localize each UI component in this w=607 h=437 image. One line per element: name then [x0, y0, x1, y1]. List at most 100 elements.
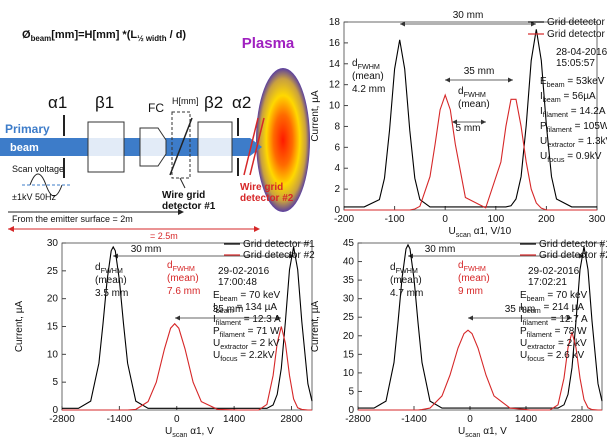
- detector-label: Wire grid: [162, 190, 205, 201]
- parameter-part: U: [213, 350, 220, 361]
- x-axis-label-part: scan: [172, 430, 187, 437]
- parameter: Ibeam = 134 µA: [213, 302, 277, 315]
- x-tick-label: 1400: [515, 414, 538, 425]
- annotation-part: 3.5 mm: [95, 288, 128, 299]
- annotation-part: 35 mm: [213, 304, 244, 315]
- lens-box: [197, 121, 233, 173]
- parameter-part: I: [520, 302, 523, 313]
- parameter-part: filament: [527, 330, 552, 339]
- formula-part: Ø: [22, 29, 31, 41]
- parameter-part: U: [520, 350, 527, 361]
- annotation-part: 9 mm: [458, 286, 483, 297]
- y-tick-label: 0: [334, 205, 340, 216]
- series-line: [358, 243, 603, 409]
- y-tick-label: 18: [329, 17, 341, 28]
- wire-grid-2: [249, 117, 265, 176]
- parameter-part: = 2 kV: [555, 338, 587, 349]
- parameter-part: = 78 W: [552, 326, 587, 337]
- distance-label: = 2.5m: [150, 231, 178, 241]
- parameter-part: = 0.9kV: [564, 151, 601, 162]
- parameter-part: U: [520, 338, 527, 349]
- arrow-head: [579, 253, 584, 259]
- parameter-part: filament: [523, 318, 548, 327]
- parameter-part: extractor: [547, 140, 576, 149]
- parameter: Ifilament = 12.7 A: [520, 314, 588, 327]
- parameter-part: = 70 keV: [238, 290, 281, 301]
- y-tick-label: 30: [343, 294, 355, 305]
- series-line: [344, 29, 597, 208]
- annotation: dFWHM: [458, 86, 486, 99]
- y-axis-label: Current, µA: [14, 301, 25, 353]
- annotation-part: FWHM: [101, 266, 123, 275]
- parameter-part: I: [540, 91, 543, 102]
- parameter: Uextractor = 1.3kV: [540, 136, 607, 149]
- beta1-label: β1: [95, 93, 114, 112]
- parameter-part: beam: [216, 306, 234, 315]
- parameter-part: I: [213, 314, 216, 325]
- x-axis-label-part: scan: [465, 430, 480, 437]
- y-tick-label: 35: [343, 275, 355, 286]
- parameter-part: = 56µA: [561, 91, 596, 102]
- series-line: [344, 93, 597, 211]
- parameter-part: P: [520, 326, 527, 337]
- annotation-part: (mean): [167, 273, 199, 284]
- annotation-part: 30 mm: [425, 244, 456, 255]
- plasma-label: Plasma: [242, 35, 295, 52]
- x-tick-label: 2800: [280, 414, 303, 425]
- y-tick-label: 10: [47, 349, 59, 360]
- alpha1-label: α1: [48, 93, 67, 112]
- annotation: dFWHM: [95, 262, 123, 275]
- series-line: [62, 322, 312, 411]
- x-tick-label: 1400: [223, 414, 246, 425]
- formula: Øbeam[mm]=H[mm] *(L½ width / d): [22, 29, 186, 43]
- parameter-part: beam: [527, 294, 545, 303]
- annotation: dFWHM: [458, 260, 486, 273]
- parameter: Ebeam = 70 keV: [520, 290, 588, 303]
- annotation-part: d: [458, 86, 464, 97]
- y-tick-label: 10: [329, 101, 341, 112]
- y-tick-label: 20: [47, 294, 59, 305]
- y-tick-label: 30: [47, 238, 59, 249]
- formula-part: beam: [31, 34, 52, 43]
- legend-label: Grid detector #1: [539, 239, 607, 250]
- annotation: (mean): [352, 71, 384, 82]
- fc-label: FC: [148, 101, 164, 115]
- y-tick-label: 25: [47, 266, 59, 277]
- arrow-head: [445, 77, 450, 83]
- x-axis-label-part: U: [458, 426, 465, 437]
- annotation-part: 4.2 mm: [352, 84, 385, 95]
- annotation: 4.7 mm: [390, 288, 423, 299]
- y-tick-label: 10: [343, 368, 355, 379]
- wire-grid-2: [243, 117, 259, 176]
- arrow-head: [254, 226, 260, 232]
- parameter-part: E: [213, 290, 220, 301]
- arrow-head: [567, 315, 572, 321]
- parameter-part: beam: [220, 294, 238, 303]
- parameter-part: = 214 µA: [541, 302, 585, 313]
- arrow-head: [531, 21, 536, 27]
- detector-label: Wire grid: [240, 182, 283, 193]
- annotation: (mean): [95, 275, 127, 286]
- parameter-part: extractor: [527, 342, 556, 351]
- y-tick-label: 0: [348, 405, 354, 416]
- y-tick-label: 5: [348, 386, 354, 397]
- x-axis-label: Uscan α1, V: [458, 426, 507, 437]
- parameter: Ifilament = 12.3 A: [213, 314, 281, 327]
- parameter-part: = 134 µA: [234, 302, 278, 313]
- annotation-part: 4.7 mm: [390, 288, 423, 299]
- parameter-part: I: [540, 106, 543, 117]
- annotation-part: d: [390, 262, 396, 273]
- legend-label: Grid detector #1: [243, 239, 315, 250]
- annotation: (mean): [167, 273, 199, 284]
- x-tick-label: -2800: [49, 414, 75, 425]
- detector-label: detector #2: [240, 193, 294, 204]
- y-axis-label: Current, µA: [310, 301, 321, 353]
- y-tick-label: 20: [343, 331, 355, 342]
- series-line: [62, 245, 313, 409]
- series-line: [358, 329, 602, 411]
- parameter-part: U: [540, 151, 547, 162]
- x-axis-label-part: U: [449, 226, 456, 237]
- parameter-part: focus: [220, 354, 238, 363]
- annotation-part: (mean): [352, 71, 384, 82]
- y-tick-label: 0: [52, 405, 58, 416]
